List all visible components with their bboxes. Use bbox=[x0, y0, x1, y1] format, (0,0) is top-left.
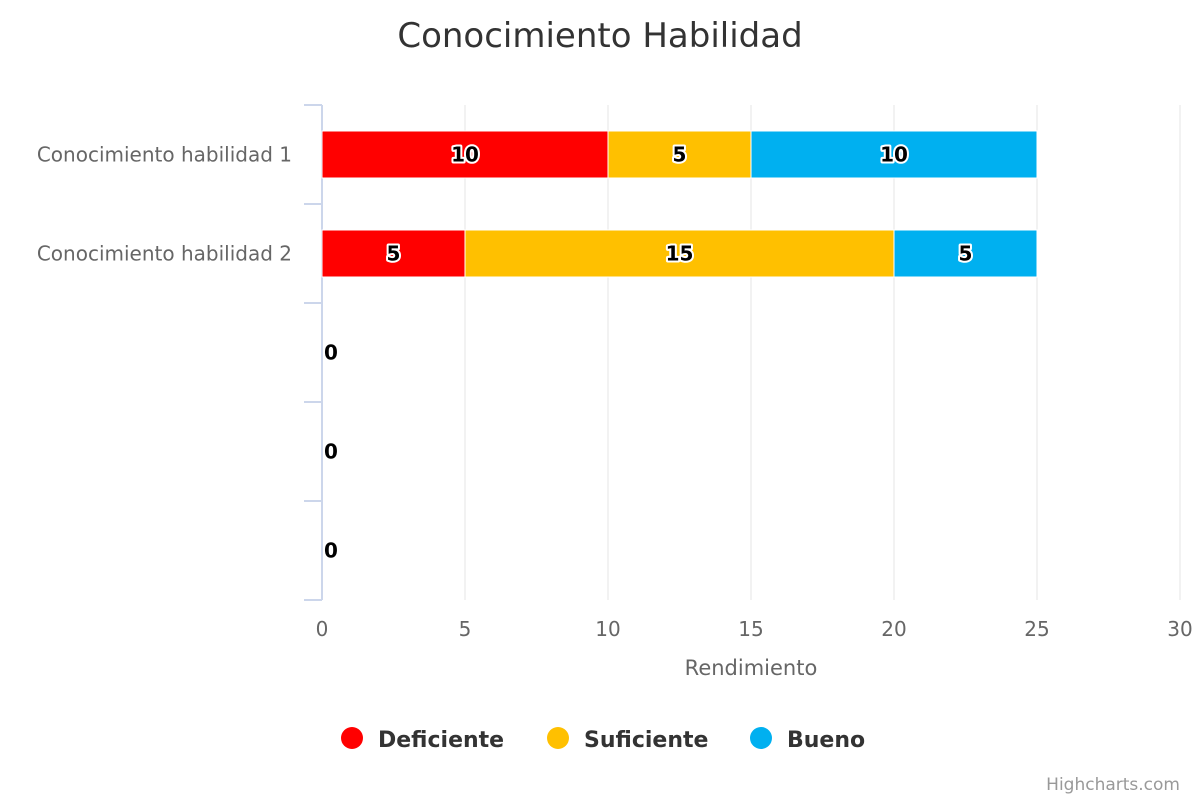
credits-link[interactable]: Highcharts.com bbox=[1046, 775, 1180, 795]
legend-label: Deficiente bbox=[378, 728, 504, 753]
category-label: Conocimiento habilidad 2 bbox=[37, 242, 292, 266]
data-label: 10 bbox=[880, 143, 908, 167]
legend-symbol-suficiente bbox=[547, 727, 569, 749]
bar-suficiente bbox=[607, 130, 752, 179]
bar-bueno bbox=[750, 130, 1038, 179]
x-axis-title: Rendimiento bbox=[685, 656, 818, 680]
chart-title: Conocimiento Habilidad bbox=[397, 16, 802, 56]
legend-item-deficiente[interactable]: Deficiente bbox=[341, 727, 504, 753]
bar-bueno bbox=[893, 229, 1038, 278]
legend-label: Bueno bbox=[787, 728, 865, 753]
legend-item-suficiente[interactable]: Suficiente bbox=[547, 727, 708, 753]
data-label: 15 bbox=[666, 242, 694, 266]
x-tick-label: 15 bbox=[738, 617, 763, 641]
bar-deficiente bbox=[321, 229, 466, 278]
x-tick-label: 0 bbox=[316, 617, 329, 641]
legend-label: Suficiente bbox=[584, 728, 708, 753]
x-tick-label: 20 bbox=[881, 617, 906, 641]
data-label: 5 bbox=[387, 242, 401, 266]
data-label: 10 bbox=[451, 143, 479, 167]
data-label: 0 bbox=[324, 539, 338, 563]
x-tick-label: 5 bbox=[459, 617, 472, 641]
category-label: Conocimiento habilidad 1 bbox=[37, 143, 292, 167]
legend-symbol-bueno bbox=[750, 727, 772, 749]
legend-symbol-deficiente bbox=[341, 727, 363, 749]
data-label: 5 bbox=[673, 143, 687, 167]
x-tick-label: 30 bbox=[1167, 617, 1192, 641]
data-label: 0 bbox=[324, 341, 338, 365]
data-label: 5 bbox=[959, 242, 973, 266]
legend-item-bueno[interactable]: Bueno bbox=[750, 727, 865, 753]
data-label: 0 bbox=[324, 440, 338, 464]
x-tick-label: 10 bbox=[595, 617, 620, 641]
bar-deficiente bbox=[321, 130, 609, 179]
bar-suficiente bbox=[464, 229, 895, 278]
x-tick-label: 25 bbox=[1024, 617, 1049, 641]
